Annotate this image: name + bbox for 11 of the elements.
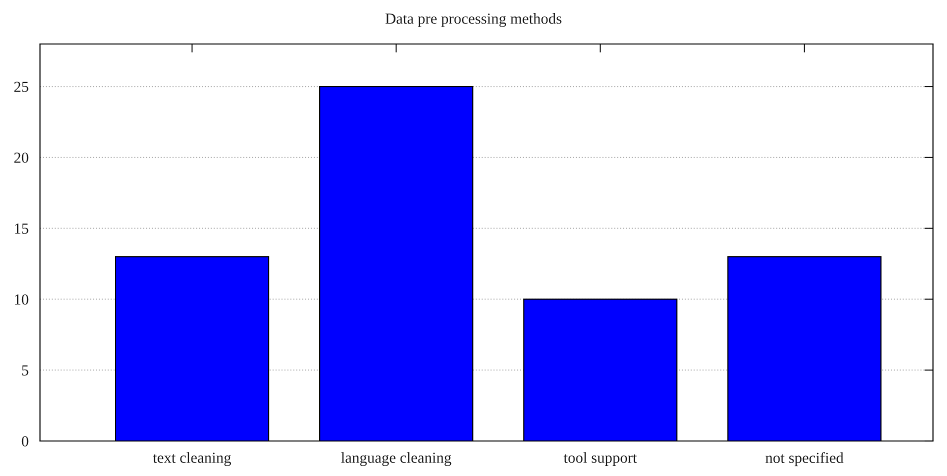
y-tick-label: 15	[14, 224, 28, 234]
x-tick-label: not specified	[766, 452, 844, 466]
x-tick-label: tool support	[564, 452, 637, 466]
y-tick-label: 0	[22, 436, 28, 446]
y-tick-label: 20	[14, 152, 28, 163]
y-tick-label: 10	[14, 294, 28, 305]
x-tick-label: text cleaning	[152, 452, 232, 466]
y-tick-label: 25	[14, 82, 28, 92]
chart-title: Data pre processing methods	[385, 13, 562, 27]
y-tick-label: 5	[22, 365, 28, 376]
x-tick-label: language cleaning	[341, 452, 452, 466]
